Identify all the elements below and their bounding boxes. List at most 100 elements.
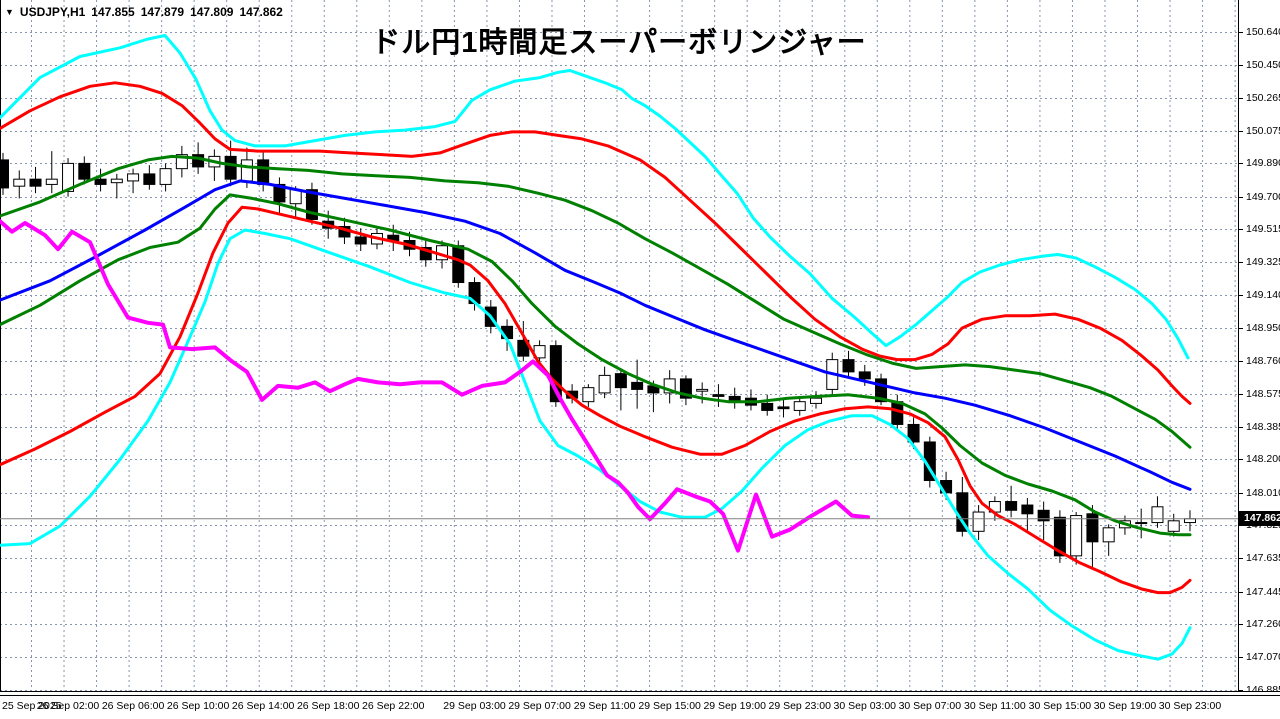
price-axis-label: 147.445 — [1246, 585, 1280, 598]
candle-bearish — [224, 155, 237, 180]
candle-bullish — [1151, 506, 1164, 524]
time-axis-label: 29 Sep 03:00 — [443, 700, 506, 712]
time-axis-label: 26 Sep 02:00 — [36, 700, 100, 712]
candle-bearish — [143, 173, 156, 185]
price-axis-label: 149.325 — [1246, 256, 1280, 269]
time-axis-label: 29 Sep 15:00 — [638, 700, 701, 712]
price-axis-tick — [1239, 131, 1243, 132]
candle-bullish — [1070, 515, 1083, 557]
time-axis-label: 26 Sep 10:00 — [166, 700, 230, 712]
candle-bearish — [1005, 501, 1018, 511]
price-axis-label: 148.575 — [1246, 387, 1280, 400]
axis-separator — [0, 691, 1280, 696]
candle-bullish — [175, 154, 188, 170]
candle-bullish — [793, 401, 806, 411]
candle-bullish — [159, 168, 172, 185]
high-value: 147.879 — [140, 5, 185, 19]
price-axis-tick — [1239, 493, 1243, 494]
time-axis-label: 26 Sep 18:00 — [296, 700, 360, 712]
candle-bearish — [1053, 516, 1066, 557]
time-axis-label: 30 Sep 15:00 — [1028, 700, 1092, 712]
candle-bullish — [240, 159, 253, 182]
time-axis-label: 30 Sep 19:00 — [1093, 700, 1157, 712]
time-axis-label: 29 Sep 19:00 — [703, 700, 766, 712]
candle-bearish — [712, 394, 725, 397]
price-axis[interactable]: 150.640 150.450 150.265 150.075 149.890 149.7… — [1238, 0, 1280, 696]
price-axis-label: 148.950 — [1246, 322, 1280, 335]
candle-bullish — [13, 178, 26, 187]
price-axis-tick — [1239, 394, 1243, 395]
symbol-info: ▼ USDJPY,H1 147.855 147.879 147.809 147.… — [5, 5, 283, 19]
candle-bearish — [419, 246, 432, 261]
candle-bearish — [907, 423, 920, 443]
time-axis-label: 29 Sep 11:00 — [573, 700, 636, 712]
candle-bullish — [110, 178, 123, 184]
price-axis-tick — [1239, 229, 1243, 230]
candle-bearish — [94, 178, 107, 185]
time-axis-label: 26 Sep 06:00 — [101, 700, 165, 712]
candle-bearish — [78, 162, 91, 180]
candle-bullish — [663, 378, 676, 394]
candle-bearish — [631, 381, 644, 390]
candle-bullish — [127, 173, 140, 182]
candle-bullish — [1183, 518, 1196, 524]
series-cyan-upper-band — [0, 34, 1190, 360]
candle-bearish — [761, 402, 774, 411]
price-axis-label: 149.700 — [1246, 190, 1280, 203]
symbol-label: USDJPY,H1 — [19, 5, 86, 19]
price-axis-label: 148.385 — [1246, 421, 1280, 434]
time-axis[interactable]: 25 Sep 2025 26 Sep 02:00 26 Sep 06:00 26 Se… — [0, 697, 1280, 719]
time-axis-label: 30 Sep 03:00 — [833, 700, 897, 712]
series-cyan-lower-band — [0, 228, 1192, 661]
price-axis-tick — [1239, 262, 1243, 263]
time-axis-label: 29 Sep 07:00 — [508, 700, 571, 712]
price-axis-tick — [1239, 295, 1243, 296]
candle-bearish — [777, 406, 790, 410]
time-axis-label: 30 Sep 07:00 — [898, 700, 962, 712]
time-axis-label: 26 Sep 22:00 — [361, 700, 425, 712]
candle-bullish — [45, 178, 58, 185]
price-axis-label: 148.760 — [1246, 355, 1280, 368]
candle-bearish — [354, 236, 367, 245]
time-axis-label: 30 Sep 23:00 — [1158, 700, 1222, 712]
price-axis-tick — [1239, 98, 1243, 99]
close-value: 147.862 — [239, 5, 283, 19]
price-axis-label: 149.515 — [1246, 223, 1280, 236]
price-axis-tick — [1239, 459, 1243, 460]
series-center-line — [0, 179, 1192, 491]
time-axis-label: 30 Sep 11:00 — [964, 700, 1026, 712]
candles — [0, 140, 1196, 569]
candle-bullish — [1102, 527, 1115, 543]
candle-bearish — [1037, 509, 1050, 522]
price-axis-tick — [1239, 197, 1243, 198]
price-chart[interactable] — [0, 0, 1238, 692]
open-value: 147.855 — [91, 5, 135, 19]
candle-bullish — [696, 388, 709, 392]
series-red-upper-band — [0, 81, 1192, 405]
candle-bearish — [858, 371, 871, 380]
candle-bullish — [972, 511, 985, 532]
price-axis-tick — [1239, 65, 1243, 66]
candle-bearish — [29, 178, 42, 187]
price-axis-label: 150.640 — [1246, 26, 1280, 38]
candle-bearish — [452, 245, 465, 284]
candle-bearish — [1021, 504, 1034, 515]
candle-bearish — [875, 378, 888, 403]
price-axis-tick — [1239, 361, 1243, 362]
candle-bearish — [273, 183, 286, 203]
price-axis-tick — [1239, 592, 1243, 593]
price-axis-label: 147.635 — [1246, 552, 1280, 565]
candle-bullish — [598, 374, 611, 394]
series-green-upper-band — [0, 154, 1192, 449]
price-axis-tick — [1239, 624, 1243, 625]
candle-bearish — [614, 373, 627, 389]
current-price-tag: 147.862 — [1239, 511, 1280, 527]
price-axis-tick — [1239, 163, 1243, 164]
price-axis-tick — [1239, 657, 1243, 658]
price-axis-label: 150.450 — [1246, 59, 1280, 72]
time-axis-label: 26 Sep 14:00 — [231, 700, 295, 712]
price-axis-label: 150.265 — [1246, 91, 1280, 104]
low-value: 147.809 — [190, 5, 234, 19]
symbol-dropdown-icon[interactable]: ▼ — [5, 6, 14, 17]
